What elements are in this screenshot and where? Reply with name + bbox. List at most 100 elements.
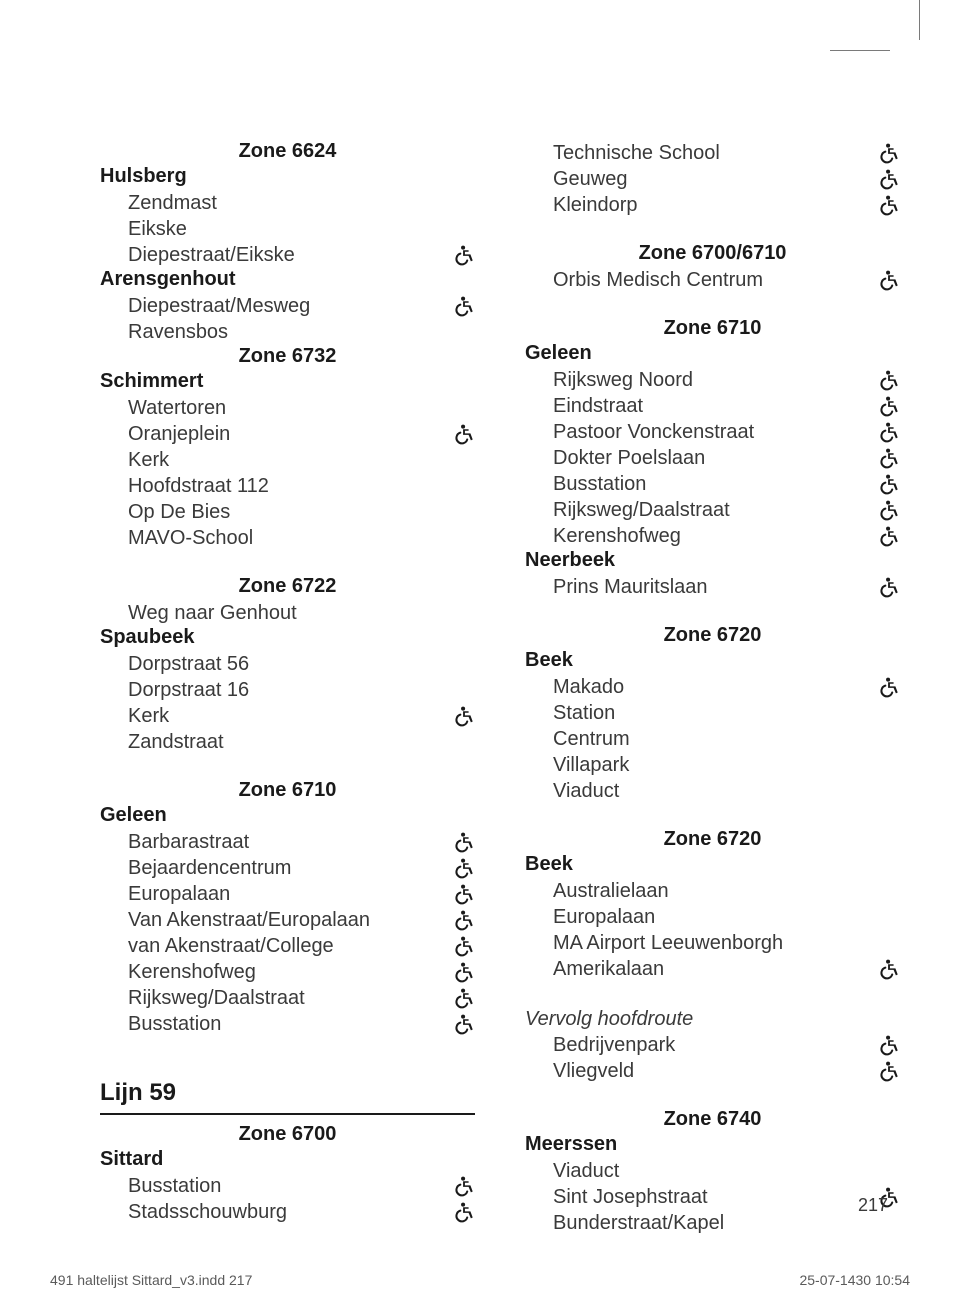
locality-heading: Geleen	[525, 342, 900, 365]
accessibility-icons	[453, 935, 475, 957]
wheelchair-icon	[453, 883, 475, 905]
stop-label: MAVO-School	[128, 527, 475, 550]
stop-row: Technische School	[525, 140, 900, 166]
spacer	[525, 293, 900, 317]
wheelchair-icon	[878, 1034, 900, 1056]
spacer	[100, 551, 475, 575]
wheelchair-icon	[878, 395, 900, 417]
stop-label: Van Akenstraat/Europalaan	[128, 909, 453, 932]
stop-label: Watertoren	[128, 397, 475, 420]
accessibility-icons	[453, 1201, 475, 1223]
stop-label: Op De Bies	[128, 501, 475, 524]
page-number: 217	[858, 1195, 888, 1216]
stop-row: MA Airport Leeuwenborgh	[525, 930, 900, 956]
stop-row: Centrum	[525, 726, 900, 752]
accessibility-icons	[878, 676, 900, 698]
wheelchair-icon	[878, 958, 900, 980]
stop-label: Technische School	[553, 142, 878, 165]
wheelchair-icon	[878, 447, 900, 469]
stop-row: Ravensbos	[100, 319, 475, 345]
spacer	[525, 982, 900, 1006]
accessibility-icons	[878, 395, 900, 417]
stop-row: Europalaan	[100, 881, 475, 907]
zone-heading: Zone 6700	[100, 1123, 475, 1146]
locality-heading: Meerssen	[525, 1133, 900, 1156]
accessibility-icons	[453, 423, 475, 445]
wheelchair-icon	[453, 909, 475, 931]
stop-label: van Akenstraat/College	[128, 935, 453, 958]
wheelchair-icon	[453, 295, 475, 317]
stop-row: Bunderstraat/Kapel	[525, 1210, 900, 1236]
accessibility-icons	[878, 369, 900, 391]
locality-heading: Spaubeek	[100, 626, 475, 649]
stop-row: Sint Josephstraat	[525, 1184, 900, 1210]
accessibility-icons	[878, 447, 900, 469]
stop-label: Barbarastraat	[128, 831, 453, 854]
stop-row: Rijksweg/Daalstraat	[525, 497, 900, 523]
stop-label: Rijksweg/Daalstraat	[128, 987, 453, 1010]
accessibility-icons	[878, 168, 900, 190]
stop-label: Eindstraat	[553, 395, 878, 418]
stop-row: Villapark	[525, 752, 900, 778]
stop-label: Kleindorp	[553, 194, 878, 217]
stop-row: MAVO-School	[100, 525, 475, 551]
stop-row: Europalaan	[525, 904, 900, 930]
stop-label: Busstation	[553, 473, 878, 496]
footer-timestamp: 25-07-1430 10:54	[799, 1272, 910, 1288]
stop-label: Oranjeplein	[128, 423, 453, 446]
wheelchair-icon	[878, 421, 900, 443]
stop-label: Europalaan	[128, 883, 453, 906]
stop-label: Amerikalaan	[553, 958, 878, 981]
wheelchair-icon	[878, 194, 900, 216]
stop-row: Vliegveld	[525, 1058, 900, 1084]
stop-label: Kerenshofweg	[128, 961, 453, 984]
stop-row: Van Akenstraat/Europalaan	[100, 907, 475, 933]
wheelchair-icon	[878, 473, 900, 495]
wheelchair-icon	[453, 705, 475, 727]
locality-heading: Geleen	[100, 804, 475, 827]
stop-row: Pastoor Vonckenstraat	[525, 419, 900, 445]
accessibility-icons	[453, 857, 475, 879]
stop-row: Geuweg	[525, 166, 900, 192]
stop-label: Europalaan	[553, 906, 900, 929]
stop-row: Station	[525, 700, 900, 726]
stop-row: Weg naar Genhout	[100, 600, 475, 626]
stop-row: Dokter Poelslaan	[525, 445, 900, 471]
stop-row: Australielaan	[525, 878, 900, 904]
stop-label: Dorpstraat 16	[128, 679, 475, 702]
stop-label: MA Airport Leeuwenborgh	[553, 932, 900, 955]
accessibility-icons	[453, 295, 475, 317]
stop-label: Dokter Poelslaan	[553, 447, 878, 470]
stop-label: Kerk	[128, 449, 475, 472]
accessibility-icons	[878, 525, 900, 547]
wheelchair-icon	[453, 1175, 475, 1197]
column-left: Zone 6624HulsbergZendmastEikskeDiepestra…	[100, 140, 475, 1236]
accessibility-icons	[878, 142, 900, 164]
accessibility-icons	[878, 958, 900, 980]
stop-row: Orbis Medisch Centrum	[525, 267, 900, 293]
stop-row: Zendmast	[100, 190, 475, 216]
stop-row: Viaduct	[525, 778, 900, 804]
accessibility-icons	[453, 987, 475, 1009]
stop-row: Bejaardencentrum	[100, 855, 475, 881]
stop-label: Diepestraat/Eikske	[128, 244, 453, 267]
stop-row: Viaduct	[525, 1158, 900, 1184]
wheelchair-icon	[878, 369, 900, 391]
wheelchair-icon	[453, 1201, 475, 1223]
stop-label: Centrum	[553, 728, 900, 751]
stop-label: Stadsschouwburg	[128, 1201, 453, 1224]
zone-heading: Zone 6720	[525, 828, 900, 851]
stop-label: Orbis Medisch Centrum	[553, 269, 878, 292]
wheelchair-icon	[453, 423, 475, 445]
wheelchair-icon	[878, 269, 900, 291]
stop-row: Busstation	[525, 471, 900, 497]
stop-label: Pastoor Vonckenstraat	[553, 421, 878, 444]
accessibility-icons	[453, 831, 475, 853]
stop-row: Kerenshofweg	[525, 523, 900, 549]
stop-row: Dorpstraat 56	[100, 651, 475, 677]
stop-label: Zendmast	[128, 192, 475, 215]
stop-row: Kerenshofweg	[100, 959, 475, 985]
accessibility-icons	[878, 421, 900, 443]
stop-row: van Akenstraat/College	[100, 933, 475, 959]
stop-label: Busstation	[128, 1013, 453, 1036]
